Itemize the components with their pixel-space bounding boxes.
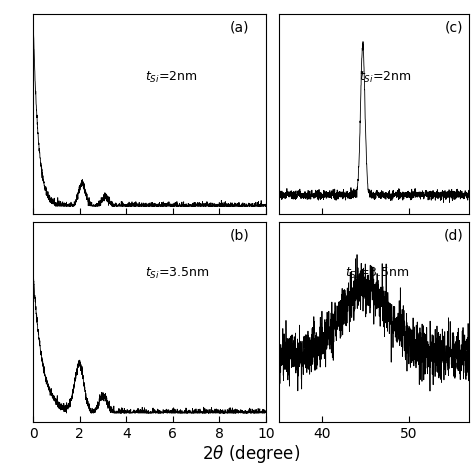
Text: $t_{Si}$=2nm: $t_{Si}$=2nm [359,70,411,85]
Text: (a): (a) [230,20,250,34]
Text: $t_{Si}$=2nm: $t_{Si}$=2nm [145,70,198,85]
Text: 2$\theta$ (degree): 2$\theta$ (degree) [202,443,301,465]
Text: (b): (b) [230,228,250,242]
Text: (c): (c) [445,20,464,34]
Text: $t_{Si}$=3.5nm: $t_{Si}$=3.5nm [346,266,410,281]
Text: $t_{Si}$=3.5nm: $t_{Si}$=3.5nm [145,266,210,281]
Text: (d): (d) [444,228,464,242]
